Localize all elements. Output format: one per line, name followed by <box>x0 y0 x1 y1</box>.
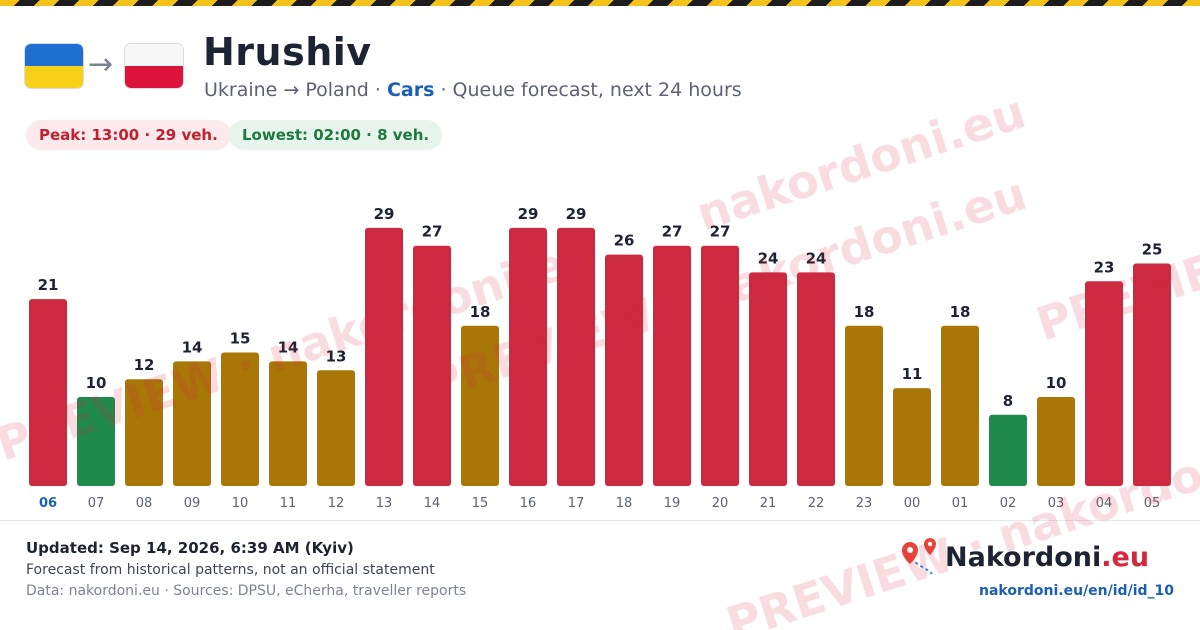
hour-tick-label: 05 <box>1144 496 1161 511</box>
bar-03 <box>1037 397 1075 486</box>
subtitle: Ukraine → Poland · Cars · Queue forecast… <box>204 78 742 102</box>
bar-00 <box>893 388 931 486</box>
bar-value-label: 18 <box>950 303 971 321</box>
queue-forecast-chart: 21 06 10 07 12 08 14 09 15 10 14 11 13 12 29 13 27 14 18 15… <box>29 205 1171 511</box>
bar-value-label: 14 <box>182 338 203 356</box>
hour-tick-label: 18 <box>616 496 633 511</box>
hour-tick-label: 06 <box>39 496 57 511</box>
data-sources: Data: nakordoni.eu · Sources: DPSU, eChe… <box>26 583 467 599</box>
bar-value-label: 14 <box>278 338 299 356</box>
bar-value-label: 12 <box>134 356 155 374</box>
peak-badge: Peak: 13:00 · 29 veh. <box>26 120 231 150</box>
bar-06 <box>29 299 67 486</box>
hour-tick-label: 15 <box>472 496 489 511</box>
hour-tick-label: 01 <box>952 496 969 511</box>
separator: · <box>440 79 447 101</box>
separator: · <box>374 79 381 101</box>
bar-21 <box>749 272 787 486</box>
brand-name: Nakordoni.eu <box>945 542 1150 573</box>
hour-tick-label: 21 <box>760 496 777 511</box>
forecast-label: Queue forecast, next 24 hours <box>452 79 742 101</box>
hour-tick-label: 04 <box>1096 496 1113 511</box>
bar-04 <box>1085 281 1123 486</box>
bar-11 <box>269 361 307 486</box>
bar-value-label: 29 <box>518 205 539 223</box>
poland-flag-icon <box>125 44 183 88</box>
page-title: Hrushiv <box>203 30 372 74</box>
bar-value-label: 18 <box>470 303 491 321</box>
bar-value-label: 24 <box>758 249 779 267</box>
bar-value-label: 23 <box>1094 258 1115 276</box>
arrow-icon: → <box>88 47 114 82</box>
page-url-link[interactable]: nakordoni.eu/en/id/id_10 <box>979 583 1174 599</box>
bar-value-label: 11 <box>902 365 923 383</box>
hour-tick-label: 14 <box>424 496 441 511</box>
hour-tick-label: 08 <box>136 496 153 511</box>
hour-tick-label: 16 <box>520 496 537 511</box>
hour-tick-label: 23 <box>856 496 873 511</box>
updated-timestamp: Updated: Sep 14, 2026, 6:39 AM (Kyiv) <box>26 539 354 557</box>
bar-value-label: 24 <box>806 249 827 267</box>
route-pins-icon <box>902 538 936 575</box>
hour-tick-label: 20 <box>712 496 729 511</box>
bar-14 <box>413 245 451 486</box>
bar-value-label: 25 <box>1142 241 1163 259</box>
lowest-badge: Lowest: 02:00 · 8 veh. <box>229 120 443 150</box>
bar-01 <box>941 325 979 486</box>
route-label: Ukraine → Poland <box>204 79 369 101</box>
hazard-stripe <box>0 0 1200 6</box>
hour-tick-label: 19 <box>664 496 681 511</box>
bar-value-label: 27 <box>710 223 731 241</box>
hour-tick-label: 22 <box>808 496 825 511</box>
footer-divider <box>0 520 1200 521</box>
hour-tick-label: 02 <box>1000 496 1017 511</box>
hour-tick-label: 03 <box>1048 496 1065 511</box>
bar-15 <box>461 325 499 486</box>
bar-10 <box>221 352 259 486</box>
bar-value-label: 13 <box>326 347 347 365</box>
bar-value-label: 10 <box>1046 374 1067 392</box>
bar-09 <box>173 361 211 486</box>
ukraine-flag-icon <box>25 44 83 88</box>
hour-tick-label: 11 <box>280 496 297 511</box>
bar-05 <box>1133 263 1171 486</box>
hour-tick-label: 07 <box>88 496 105 511</box>
bar-07 <box>77 397 115 486</box>
bar-16 <box>509 227 547 486</box>
bar-20 <box>701 245 739 486</box>
hour-tick-label: 00 <box>904 496 921 511</box>
bar-22 <box>797 272 835 486</box>
bar-value-label: 27 <box>662 223 683 241</box>
bar-18 <box>605 254 643 486</box>
hour-tick-label: 10 <box>232 496 249 511</box>
bar-value-label: 29 <box>566 205 587 223</box>
bar-value-label: 8 <box>1003 392 1013 410</box>
hour-tick-label: 13 <box>376 496 393 511</box>
hour-tick-label: 09 <box>184 496 201 511</box>
bar-19 <box>653 245 691 486</box>
hour-tick-label: 17 <box>568 496 585 511</box>
bar-02 <box>989 414 1027 486</box>
bar-12 <box>317 370 355 486</box>
bar-value-label: 15 <box>230 330 251 348</box>
hour-tick-label: 12 <box>328 496 345 511</box>
bar-23 <box>845 325 883 486</box>
bar-08 <box>125 379 163 486</box>
bar-17 <box>557 227 595 486</box>
bar-value-label: 27 <box>422 223 443 241</box>
bar-value-label: 10 <box>86 374 107 392</box>
vehicle-type: Cars <box>386 79 435 101</box>
bar-value-label: 26 <box>614 232 635 250</box>
bar-13 <box>365 227 403 486</box>
bar-value-label: 21 <box>38 276 59 294</box>
bar-value-label: 18 <box>854 303 875 321</box>
forecast-disclaimer: Forecast from historical patterns, not a… <box>26 562 435 578</box>
bar-value-label: 29 <box>374 205 395 223</box>
